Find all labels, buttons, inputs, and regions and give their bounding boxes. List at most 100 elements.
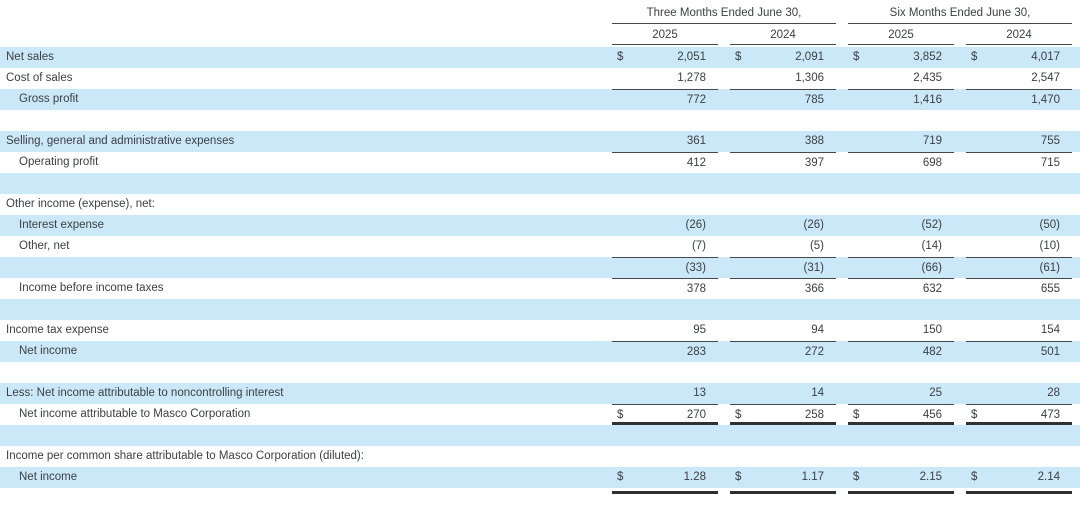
cell-value: (52) [921,219,942,231]
period-header-row: Three Months Ended June 30, Six Months E… [0,0,1080,24]
closing-rule-row [0,491,1080,494]
value-cell: $270 [612,404,718,425]
table-row: Less: Net income attributable to noncont… [0,383,1080,404]
table-row: Income tax expense 95 94 150 154 [0,320,1080,341]
dollar-sign: $ [735,409,742,421]
value-cell [730,173,836,194]
value-cell: (50) [966,215,1072,236]
value-cell [730,362,836,383]
cell-value: 456 [922,409,942,421]
table-row: Selling, general and administrative expe… [0,131,1080,152]
cell-value: 1,470 [1031,94,1060,106]
cell-value: (33) [685,262,706,274]
cell-value: 2,435 [913,72,942,84]
table-row [0,173,1080,194]
cell-value: (26) [803,219,824,231]
cell-value: 412 [686,157,706,169]
value-cell: $456 [848,404,954,425]
value-cell: $1.17 [730,467,836,488]
cell-value: (66) [921,262,942,274]
value-cell: 1,470 [966,89,1072,110]
period-header-six-months: Six Months Ended June 30, [848,7,1072,24]
value-cell [848,425,954,446]
row-label: Other income (expense), net: [6,198,155,210]
dollar-sign: $ [735,51,742,63]
value-cell: 2,435 [848,68,954,89]
value-cell: (26) [612,215,718,236]
cell-value: 1.28 [683,471,706,483]
value-cell: 715 [966,152,1072,173]
cell-value: 366 [804,283,824,295]
table-row: Other income (expense), net: [0,194,1080,215]
cell-value: 150 [922,324,942,336]
value-cell [730,299,836,320]
value-cell [612,299,718,320]
cell-value: 283 [686,346,706,358]
table-row: Income per common share attributable to … [0,446,1080,467]
value-cell: $1.28 [612,467,718,488]
year-header: 2024 [730,29,836,45]
cell-value: 1,416 [913,94,942,106]
value-cell [848,362,954,383]
row-label [0,110,600,131]
value-cell: (10) [966,236,1072,257]
cell-value: 25 [929,387,942,399]
cell-value: (31) [803,262,824,274]
row-label: Net sales [6,51,54,63]
value-cell: $4,017 [966,47,1072,68]
cell-value: 2.14 [1037,471,1060,483]
row-label [0,362,600,383]
value-cell: $473 [966,404,1072,425]
value-cell: 28 [966,383,1072,404]
dollar-sign: $ [617,51,624,63]
value-cell [730,446,836,467]
dollar-sign: $ [853,51,860,63]
value-cell: 25 [848,383,954,404]
table-row [0,362,1080,383]
value-cell [730,110,836,131]
cell-value: 482 [922,346,942,358]
value-cell: 14 [730,383,836,404]
cell-value: (7) [691,240,706,252]
table-row: Operating profit 412 397 698 715 [0,152,1080,173]
dollar-sign: $ [853,471,860,483]
table-row [0,299,1080,320]
cell-value: (14) [921,240,942,252]
value-cell: 698 [848,152,954,173]
value-cell [612,173,718,194]
closing-rule [730,491,836,494]
table-row: (33) (31) (66) (61) [0,257,1080,278]
value-cell: (26) [730,215,836,236]
cell-value: (10) [1039,240,1060,252]
table-row: Net income attributable to Masco Corpora… [0,404,1080,425]
cell-value: 4,017 [1031,51,1060,63]
value-cell: $2,091 [730,47,836,68]
cell-value: 270 [686,409,706,421]
table-row: Income before income taxes 378 366 632 655 [0,278,1080,299]
value-cell [612,110,718,131]
value-cell: 655 [966,278,1072,299]
row-label: Net income attributable to Masco Corpora… [19,408,251,420]
dollar-sign: $ [617,409,624,421]
value-cell [730,194,836,215]
row-label: Selling, general and administrative expe… [6,135,235,147]
value-cell: 150 [848,320,954,341]
value-cell: 755 [966,131,1072,152]
row-label: Income per common share attributable to … [6,450,364,462]
cell-value: 755 [1040,135,1060,147]
cell-value: 258 [804,409,824,421]
dollar-sign: $ [971,409,978,421]
row-label: Net income [19,471,78,483]
cell-value: 698 [922,157,942,169]
table-row [0,110,1080,131]
value-cell: 2,547 [966,68,1072,89]
value-cell: 1,306 [730,68,836,89]
cell-value: 2,051 [677,51,706,63]
cell-value: (61) [1039,262,1060,274]
dollar-sign: $ [735,471,742,483]
year-header: 2024 [966,29,1072,45]
cell-value: 715 [1040,157,1060,169]
value-cell [848,194,954,215]
value-cell: 366 [730,278,836,299]
value-cell: 482 [848,341,954,362]
